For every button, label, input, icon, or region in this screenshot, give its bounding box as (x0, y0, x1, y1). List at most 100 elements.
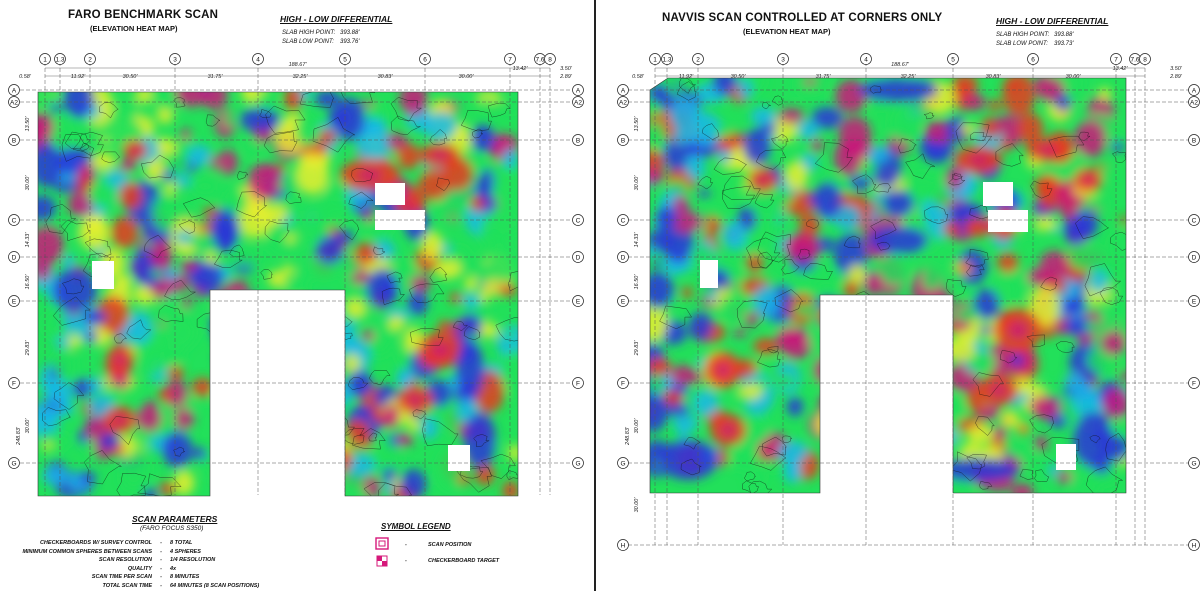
scan-param-dash: - (160, 583, 162, 589)
navvis-low-label: SLAB LOW POINT: (996, 41, 1048, 47)
scan-param-row: CHECKERBOARDS W/ SURVEY CONTROL - 8 TOTAL (0, 540, 192, 546)
bay-dimension: 30.50' (123, 74, 139, 80)
svg-text:E: E (576, 299, 581, 306)
scan-param-value: 4 SPHERES (170, 548, 201, 555)
scan-param-label: SCAN TIME PER SCAN (91, 574, 152, 581)
grid-row-bubble: G (8, 457, 20, 469)
row-dimension: 30.00' (634, 418, 640, 434)
faro-high-value: 393.88' (340, 30, 360, 36)
row-dimension: 13.50' (634, 116, 640, 132)
svg-text:B: B (12, 138, 16, 145)
bay-dimension: 30.00' (459, 74, 475, 80)
grid-row-bubble: G (572, 457, 584, 469)
svg-text:C: C (621, 218, 626, 225)
svg-text:2: 2 (88, 57, 92, 64)
svg-text:A2: A2 (574, 100, 582, 107)
bay-dimension: 30.83' (986, 74, 1002, 80)
grid-row-bubble: E (1188, 295, 1200, 307)
grid-column-bubble: 7.6 (534, 53, 546, 65)
bay-dimension: 32.25' (293, 74, 309, 80)
svg-text:8: 8 (548, 57, 552, 64)
svg-text:C: C (12, 218, 17, 225)
svg-text:G: G (620, 461, 625, 468)
scan-param-dash: - (160, 557, 162, 564)
grid-column-bubble: 3 (169, 53, 181, 65)
row-dimension: 248.83' (625, 426, 631, 446)
grid-row-bubble: D (1188, 251, 1200, 263)
grid-row-bubble: C (572, 214, 584, 226)
legend-checkerboard-target: CHECKERBOARD TARGET (428, 558, 500, 564)
grid-row-bubble: B (572, 134, 584, 146)
grid-row-bubble: E (572, 295, 584, 307)
scan-param-row: SCAN TIME PER SCAN - 8 MINUTES (0, 574, 200, 581)
scan-param-value: 4x (170, 565, 177, 572)
bay-dimension: 30.83' (378, 74, 394, 80)
navvis-panel: NAVVIS SCAN CONTROLLED AT CORNERS ONLY (… (598, 0, 1204, 591)
faro-low-value: 393.76' (340, 39, 360, 45)
grid-row-bubble: A (617, 84, 629, 96)
grid-row-bubble: H (1188, 539, 1200, 551)
svg-text:6: 6 (1031, 57, 1035, 64)
svg-text:A2: A2 (10, 100, 18, 107)
legend-dash-1: - (405, 542, 407, 548)
row-dimension: 14.33' (634, 232, 640, 248)
grid-column-bubble: 7 (1110, 53, 1122, 65)
row-dimension: 29.83' (634, 340, 640, 357)
scan-param-value: 64 MINUTES (8 SCAN POSITIONS) (170, 583, 260, 589)
grid-row-bubble: B (617, 134, 629, 146)
svg-text:5: 5 (951, 57, 955, 64)
grid-column-bubble: 6 (1027, 53, 1039, 65)
svg-text:F: F (12, 381, 16, 388)
faro-panel: FARO BENCHMARK SCAN (ELEVATION HEAT MAP)… (0, 0, 594, 591)
grid-column-bubble: 2 (692, 53, 704, 65)
grid-row-bubble: C (1188, 214, 1200, 226)
grid-row-bubble: A2 (572, 96, 584, 108)
svg-text:7.6: 7.6 (535, 57, 544, 64)
grid-column-bubble: 1.3 (54, 53, 66, 65)
svg-text:C: C (1192, 218, 1197, 225)
svg-text:1.3: 1.3 (55, 57, 64, 64)
svg-text:1: 1 (43, 57, 47, 64)
grid-row-bubble: E (617, 295, 629, 307)
svg-text:D: D (621, 255, 626, 262)
navvis-high-label: SLAB HIGH POINT: (996, 32, 1050, 38)
scan-param-row: MINIMUM COMMON SPHERES BETWEEN SCANS - 4 S… (0, 548, 201, 555)
bay-dimension: 11.92' (679, 74, 694, 80)
svg-text:G: G (11, 461, 16, 468)
grid-row-bubble: D (617, 251, 629, 263)
scan-param-row: TOTAL SCAN TIME - 64 MINUTES (8 SCAN POSIT… (0, 583, 260, 589)
overall-dimension: 188.67' (289, 62, 308, 68)
bay-dimension: 2.89' (559, 74, 573, 80)
row-dimension: 16.50' (634, 274, 640, 290)
navvis-diff-title: HIGH - LOW DIFFERENTIAL (996, 16, 1109, 26)
svg-text:D: D (576, 255, 581, 262)
svg-text:D: D (12, 255, 17, 262)
scan-param-value: 8 TOTAL (170, 540, 193, 546)
grid-column-bubble: 1 (649, 53, 661, 65)
grid-row-bubble: F (572, 377, 584, 389)
legend-scan-position: SCAN POSITION (428, 542, 472, 548)
svg-text:B: B (1192, 138, 1196, 145)
svg-text:6: 6 (423, 57, 427, 64)
scan-params-subtitle: (FARO FOCUS S350) (140, 525, 204, 532)
grid-row-bubble: A (8, 84, 20, 96)
navvis-high-point: SLAB HIGH POINT: 393.88' (996, 32, 1074, 38)
grid-row-bubble: A (572, 84, 584, 96)
scan-position-icon (375, 537, 389, 550)
svg-text:A: A (576, 88, 581, 95)
grid-row-bubble: G (1188, 457, 1200, 469)
svg-text:A2: A2 (619, 100, 627, 107)
grid-column-bubble: 1 (39, 53, 51, 65)
svg-text:7: 7 (508, 57, 512, 64)
svg-text:B: B (576, 138, 580, 145)
panel-divider (594, 0, 596, 591)
bay-dimension: 31.75' (208, 74, 224, 80)
grid-column-bubble: 5 (947, 53, 959, 65)
svg-text:7: 7 (1114, 57, 1118, 64)
svg-text:A: A (12, 88, 17, 95)
grid-column-bubble: 5 (339, 53, 351, 65)
bay-dimension: 13.42' (1113, 66, 1129, 72)
row-dimension: 30.00' (634, 175, 640, 191)
svg-text:F: F (621, 381, 625, 388)
grid-column-bubble: 4 (252, 53, 264, 65)
